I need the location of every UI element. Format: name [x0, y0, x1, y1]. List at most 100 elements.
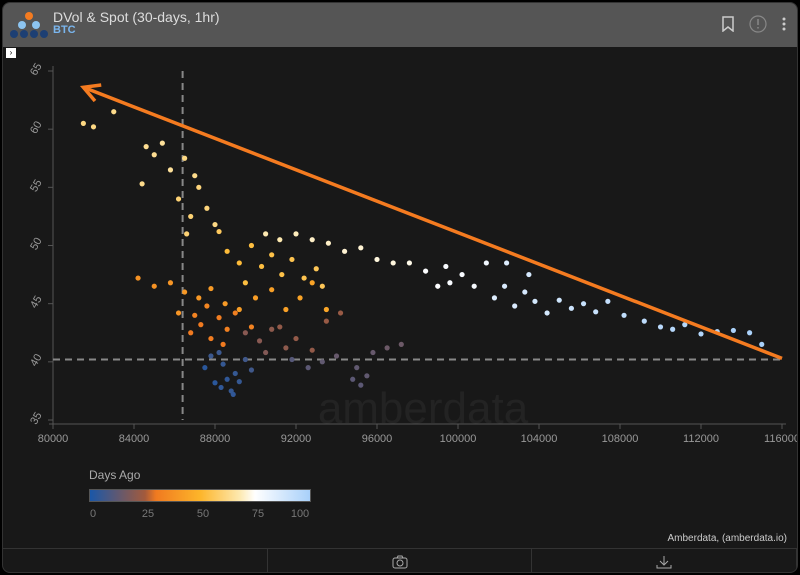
scatter-point: [236, 306, 242, 313]
scatter-point: [398, 341, 404, 347]
download-button[interactable]: [532, 549, 797, 572]
scatter-point: [323, 318, 329, 324]
scatter-point: [196, 295, 202, 301]
scatter-point: [309, 280, 315, 286]
scatter-point: [139, 181, 145, 187]
scatter-point: [143, 144, 149, 150]
x-tick-label: 108000: [602, 433, 639, 445]
scatter-point: [135, 275, 141, 281]
scatter-point: [188, 330, 194, 336]
scatter-point: [526, 271, 532, 278]
scatter-point: [224, 326, 230, 332]
scatter-point: [337, 310, 344, 316]
colorbar-tick: 50: [196, 508, 210, 520]
scatter-point: [198, 322, 204, 328]
colorbar-tick: 100: [290, 508, 310, 520]
colorbar-tick: 25: [141, 508, 155, 520]
scatter-point: [568, 305, 575, 311]
more-menu-icon[interactable]: [781, 16, 787, 32]
scatter-point: [283, 306, 289, 313]
scatter-point: [269, 326, 275, 332]
scatter-point: [277, 237, 283, 243]
expand-toggle-button[interactable]: ›: [6, 48, 16, 58]
scatter-point: [184, 231, 190, 237]
y-tick-label: 45: [28, 294, 45, 311]
screenshot-button[interactable]: [268, 549, 533, 572]
scatter-point: [232, 310, 238, 316]
scatter-point: [670, 326, 676, 332]
footer-toolbar: [3, 548, 797, 572]
scatter-point: [159, 140, 165, 146]
scatter-point: [220, 361, 226, 367]
colorbar-tick: 0: [89, 508, 97, 520]
x-tick-label: 112000: [683, 433, 719, 445]
colorbar-legend: Days Ago 0 25 50 75 100: [89, 468, 311, 520]
trend-arrow-line: [82, 85, 783, 360]
scatter-point: [297, 295, 303, 301]
colorbar-gradient: [89, 489, 311, 502]
trend-arrow-head: [79, 83, 102, 103]
scatter-point: [374, 256, 380, 263]
scatter-point: [289, 256, 295, 263]
scatter-point: [167, 167, 174, 173]
scatter-point: [512, 303, 518, 309]
scatter-point: [248, 242, 255, 249]
scatter-point: [188, 213, 194, 220]
scatter-point: [342, 248, 348, 254]
scatter-point: [208, 285, 214, 292]
scatter-point: [370, 349, 376, 356]
scatter-point: [435, 283, 441, 289]
scatter-point: [305, 365, 311, 371]
scatter-point: [248, 367, 255, 373]
scatter-point: [258, 263, 265, 270]
scatter-point: [175, 196, 182, 202]
scatter-point: [364, 373, 370, 379]
scatter-point: [212, 221, 218, 228]
header: DVol & Spot (30-days, 1hr) BTC: [3, 3, 797, 47]
scatter-point: [192, 312, 198, 318]
download-icon: [656, 555, 672, 568]
x-tick-label: 88000: [200, 433, 231, 445]
scatter-point: [447, 280, 453, 286]
scatter-point: [248, 324, 255, 330]
bookmark-icon[interactable]: [721, 16, 735, 32]
scatter-point: [269, 287, 275, 293]
scatter-point: [406, 260, 412, 266]
scatter-point: [279, 271, 285, 278]
scatter-point: [175, 310, 182, 316]
credit-text: Amberdata, (amberdata.io): [667, 533, 787, 544]
scatter-point: [252, 295, 259, 301]
scatter-point: [730, 327, 737, 334]
scatter-chart: amberdata 80000 84000 88000 92000 96000 100000…: [28, 61, 797, 445]
scatter-point: [301, 275, 307, 281]
scatter-point: [216, 228, 222, 235]
scatter-point: [204, 303, 210, 309]
info-icon[interactable]: [749, 15, 767, 33]
scatter-point: [522, 289, 528, 295]
y-tick-label: 50: [28, 236, 45, 253]
asset-subtitle: BTC: [53, 24, 76, 36]
scatter-point: [759, 341, 765, 347]
scatter-point: [167, 280, 174, 286]
scatter-point: [269, 252, 275, 258]
scatter-point: [224, 376, 230, 382]
scatter-point: [216, 315, 222, 321]
scatter-point: [580, 301, 587, 307]
scatter-point: [256, 338, 263, 344]
scatter-point: [151, 283, 157, 289]
scatter-point: [236, 379, 242, 385]
scatter-point: [333, 353, 340, 359]
footer-slot: [3, 549, 268, 572]
x-tick-label: 104000: [521, 433, 558, 445]
scatter-point: [698, 331, 704, 337]
scatter-point: [220, 341, 226, 347]
scatter-point: [289, 356, 295, 363]
scatter-point: [657, 324, 664, 330]
scatter-point: [277, 324, 283, 330]
scatter-point: [196, 184, 202, 190]
scatter-point: [471, 283, 477, 289]
scatter-point: [309, 347, 315, 353]
scatter-point: [263, 349, 269, 356]
scatter-point: [212, 380, 218, 386]
scatter-point: [491, 295, 498, 301]
